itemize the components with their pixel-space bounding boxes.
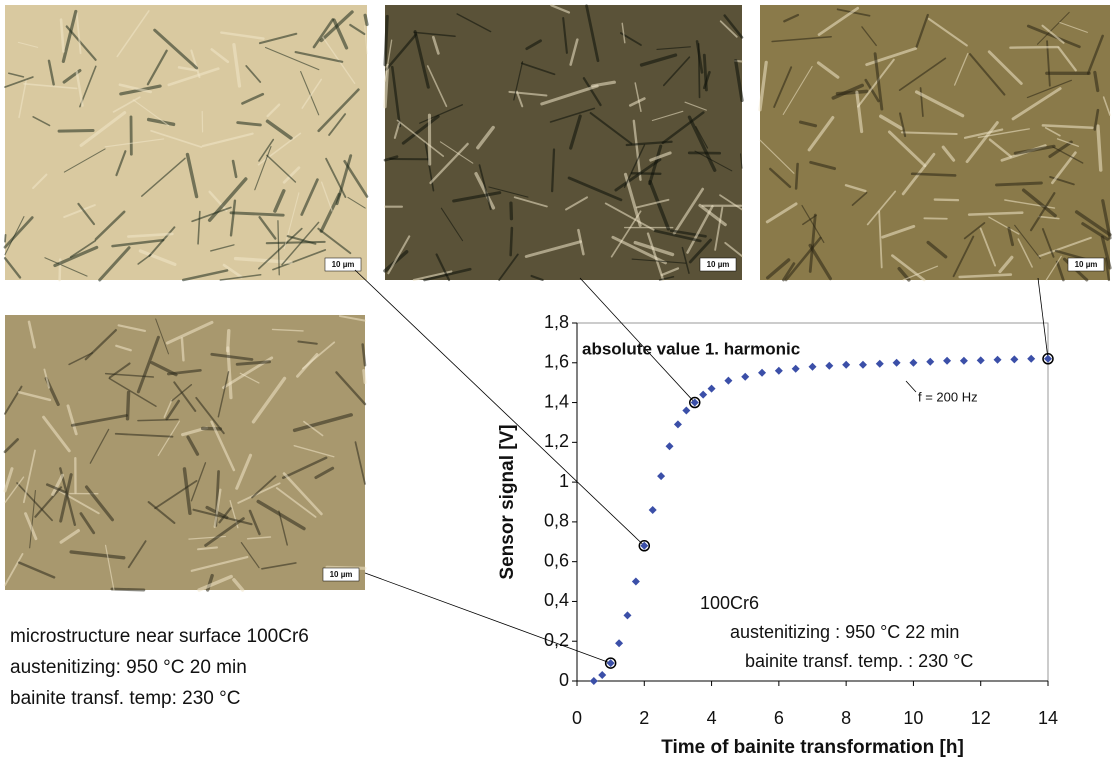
data-point [876,360,884,368]
y-axis-title: Sensor signal [V] [497,424,518,579]
y-tick-label: 1 [559,471,569,491]
data-point [960,357,968,365]
data-point [775,367,783,375]
data-point [859,361,867,369]
data-point [607,659,615,667]
scale-label: 10 µm [330,570,353,579]
annotation: 100Cr6 [700,593,759,613]
micrograph: 10 µm [385,5,742,280]
y-tick-label: 1,2 [544,431,569,451]
data-point [657,472,665,480]
data-point [1044,355,1052,363]
data-point [682,407,690,415]
annotation: austenitizing : 950 °C 22 min [730,622,959,642]
data-point [758,369,766,377]
caption-line: microstructure near surface 100Cr6 [10,626,309,647]
data-point [792,365,800,373]
figure: 10 µm10 µm10 µm10 µm00,20,40,60,811,21,4… [0,0,1112,769]
data-point [623,611,631,619]
needle [511,228,512,255]
scale-label: 10 µm [332,260,355,269]
data-point [809,363,817,371]
scale-label: 10 µm [1075,260,1098,269]
y-tick-label: 0,6 [544,550,569,570]
data-point [724,377,732,385]
x-tick-label: 4 [707,708,717,728]
needle [5,235,6,242]
data-point [825,362,833,370]
needle [912,174,955,176]
needle [632,173,660,174]
connector [365,573,611,663]
needle [796,164,797,188]
data-point [943,357,951,365]
micrograph: 10 µm [760,5,1110,280]
data-point [674,420,682,428]
micrograph: 10 µm [5,315,365,590]
needle [112,589,144,590]
needle [182,338,184,360]
needle [511,203,512,219]
needle [1010,47,1057,48]
annotation-leader [906,381,916,392]
data-point [741,373,749,381]
y-tick-label: 1,8 [544,312,569,332]
data-point [708,385,716,393]
x-tick-label: 0 [572,708,582,728]
needle [935,200,958,201]
annotation: absolute value 1. harmonic [582,339,800,358]
y-tick-label: 1,6 [544,352,569,372]
scale-label: 10 µm [707,260,730,269]
needle [203,428,221,429]
data-point [977,356,985,364]
data-point [994,356,1002,364]
data-point [1010,355,1018,363]
x-tick-label: 2 [639,708,649,728]
caption-line: austenitizing: 950 °C 20 min [10,657,247,678]
annotation: bainite transf. temp. : 230 °C [745,651,973,671]
needle [364,370,365,382]
needle [59,130,93,131]
needle [699,44,700,98]
x-tick-label: 12 [971,708,991,728]
data-point [1027,355,1035,363]
data-point [649,506,657,514]
data-point [842,361,850,369]
y-tick-label: 0,4 [544,590,569,610]
micrograph-bg [5,315,365,590]
connector [1038,278,1048,359]
y-tick-label: 0 [559,670,569,690]
needle [365,15,367,24]
data-point [699,391,707,399]
data-point [909,359,917,367]
annotation: f = 200 Hz [918,389,978,404]
x-tick-label: 14 [1038,708,1058,728]
x-axis-title: Time of bainite transformation [h] [661,737,964,758]
needle [997,183,1042,185]
data-point [926,358,934,366]
data-point [598,671,606,679]
micrograph: 10 µm [5,5,367,280]
x-tick-label: 6 [774,708,784,728]
x-tick-label: 10 [903,708,923,728]
data-point [590,677,598,685]
data-point [632,578,640,586]
data-point [615,639,623,647]
caption-line: bainite transf. temp: 230 °C [10,688,240,709]
y-tick-label: 1,4 [544,391,569,411]
x-tick-label: 8 [841,708,851,728]
needle [228,331,229,351]
data-point [666,442,674,450]
y-tick-label: 0,8 [544,511,569,531]
data-point [893,359,901,367]
